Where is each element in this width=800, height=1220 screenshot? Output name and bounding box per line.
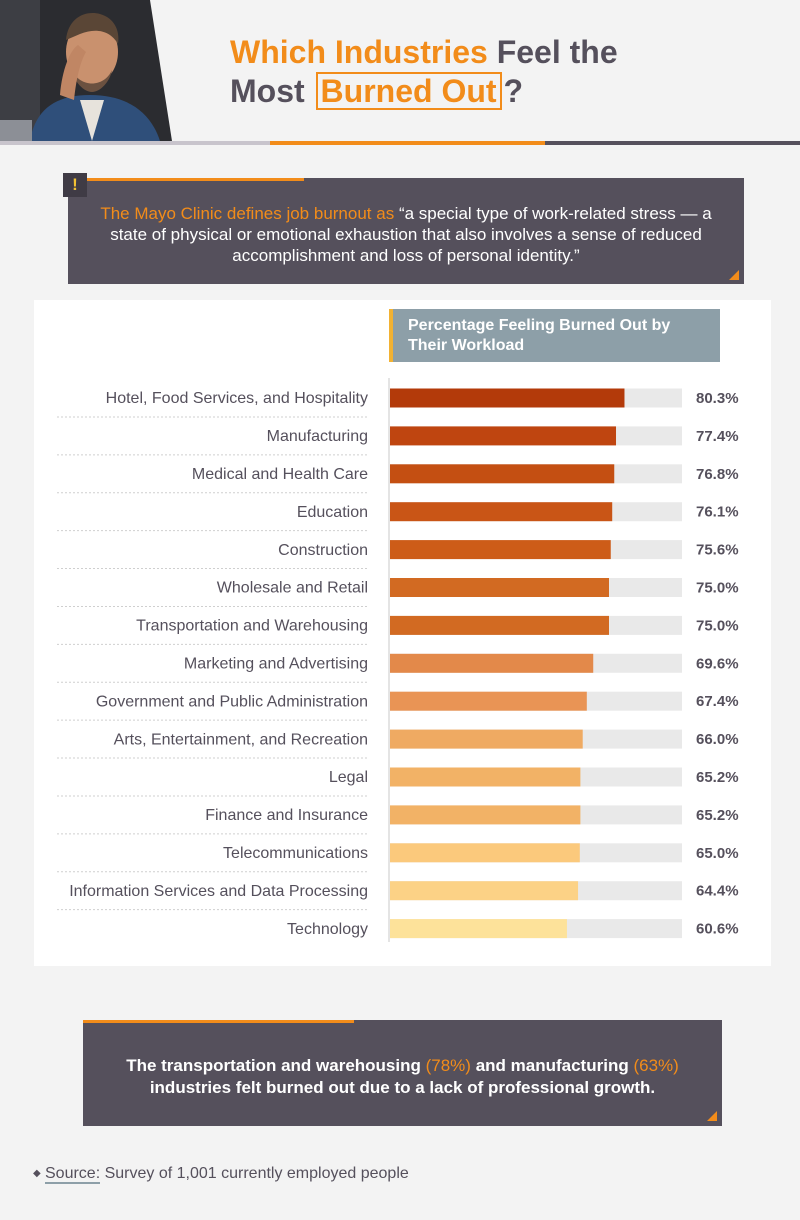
category-label: Arts, Entertainment, and Recreation	[114, 731, 368, 748]
category-label: Education	[297, 504, 368, 521]
value-label: 76.1%	[696, 504, 739, 521]
bar	[390, 691, 587, 711]
callout-accent-line	[83, 1020, 354, 1023]
source-text: Survey of 1,001 currently employed peopl…	[104, 1165, 409, 1182]
definition-intro: The Mayo Clinic defines job burnout as	[100, 204, 395, 223]
category-label: Marketing and Advertising	[184, 656, 368, 673]
callout-box	[83, 1020, 722, 1126]
category-label: Government and Public Administration	[96, 693, 368, 710]
value-label: 64.4%	[696, 883, 739, 900]
exclamation-icon: !	[63, 173, 87, 197]
source-bullet-icon: ◆	[33, 1168, 41, 1179]
bar	[390, 767, 581, 787]
callout-text: The transportation and warehousing (78%)…	[100, 1055, 705, 1099]
category-label: Legal	[329, 769, 368, 786]
title-accent: Which Industries	[230, 34, 488, 70]
callout-part3: industries felt burned out due to a lack…	[149, 1078, 656, 1097]
category-label: Finance and Insurance	[205, 807, 368, 824]
bar	[390, 729, 583, 749]
category-label: Hotel, Food Services, and Hospitality	[106, 390, 368, 407]
bar	[390, 805, 581, 825]
title-highlight: Burned Out	[315, 72, 502, 110]
bar	[390, 540, 611, 560]
value-label: 67.4%	[696, 693, 739, 710]
definition-accent-line	[68, 178, 304, 181]
source-label: Source:	[45, 1165, 101, 1184]
category-label: Technology	[287, 921, 368, 938]
callout-part1: The transportation and warehousing	[126, 1056, 421, 1075]
bar	[390, 615, 609, 635]
bar	[390, 881, 579, 901]
chart-title-accent	[389, 309, 393, 362]
definition-text: The Mayo Clinic defines job burnout as “…	[80, 203, 732, 266]
stressed-man-photo	[0, 0, 182, 141]
header: Which Industries Feel the Most Burned Ou…	[0, 0, 800, 141]
value-label: 75.6%	[696, 542, 739, 559]
category-label: Construction	[278, 542, 368, 559]
callout-pct2: (63%)	[633, 1056, 679, 1075]
bar	[390, 919, 567, 939]
callout-pct1: (78%)	[425, 1056, 471, 1075]
header-divider-accent	[0, 141, 545, 145]
title-rest: Feel the	[496, 34, 618, 70]
value-label: 65.0%	[696, 845, 739, 862]
category-label: Medical and Health Care	[192, 466, 368, 483]
page-title-line1: Which Industries Feel the	[230, 34, 618, 71]
bar	[390, 388, 625, 408]
bar	[390, 426, 617, 446]
value-label: 69.6%	[696, 655, 739, 672]
value-label: 77.4%	[696, 428, 739, 445]
category-label: Telecommunications	[223, 845, 368, 862]
value-label: 80.3%	[696, 390, 739, 407]
bar	[390, 653, 594, 673]
chart-title: Percentage Feeling Burned Out by Their W…	[408, 317, 671, 354]
value-label: 75.0%	[696, 617, 739, 634]
value-label: 60.6%	[696, 921, 739, 938]
header-divider-light	[0, 141, 270, 145]
bar	[390, 502, 613, 522]
bar	[390, 578, 609, 597]
category-label: Wholesale and Retail	[217, 580, 368, 597]
page-title-line2: Most Burned Out?	[230, 72, 523, 110]
bar	[390, 843, 580, 863]
value-label: 76.8%	[696, 466, 739, 483]
title-start: Most	[230, 73, 305, 109]
category-label: Information Services and Data Processing	[69, 883, 368, 900]
title-end: ?	[503, 73, 524, 109]
category-label: Transportation and Warehousing	[136, 618, 368, 635]
value-label: 66.0%	[696, 731, 739, 748]
category-label: Manufacturing	[267, 428, 368, 445]
definition-quote: “a special type of work-related stress —…	[110, 204, 712, 265]
definition-box	[68, 178, 744, 284]
source-note: Source: Survey of 1,001 currently employ…	[45, 1165, 409, 1184]
value-label: 65.2%	[696, 807, 739, 824]
chart-title-box	[389, 309, 720, 362]
corner-triangle-icon	[729, 270, 739, 280]
corner-triangle-icon	[707, 1111, 717, 1121]
bar	[390, 464, 615, 484]
value-label: 65.2%	[696, 769, 739, 786]
callout-part2: and manufacturing	[475, 1056, 629, 1075]
value-label: 75.0%	[696, 579, 739, 596]
